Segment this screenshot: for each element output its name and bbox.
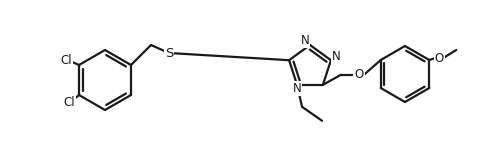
Text: Cl: Cl xyxy=(60,53,72,66)
Text: O: O xyxy=(435,52,444,64)
Text: Cl: Cl xyxy=(63,96,75,109)
Text: N: N xyxy=(293,82,301,95)
Text: N: N xyxy=(301,35,309,47)
Text: O: O xyxy=(354,68,364,81)
Text: N: N xyxy=(332,50,340,63)
Text: S: S xyxy=(165,46,173,59)
